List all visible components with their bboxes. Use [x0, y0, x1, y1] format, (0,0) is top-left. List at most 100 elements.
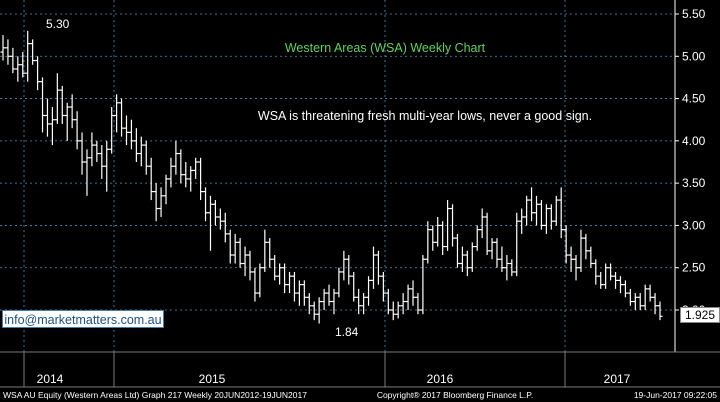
- ohlc-bar: [178, 149, 184, 184]
- ohlc-bar: [509, 259, 515, 277]
- ohlc-bar: [148, 157, 154, 201]
- ohlc-bar: [79, 132, 85, 175]
- ohlc-bar: [425, 221, 431, 264]
- price-bars: [0, 30, 663, 324]
- low-label: 1.84: [335, 325, 359, 339]
- ohlc-bar: [84, 149, 90, 196]
- ohlc-bar: [69, 94, 75, 129]
- footer-left: WSA AU Equity (Western Areas Ltd) Graph …: [3, 390, 307, 400]
- ohlc-bar: [494, 238, 500, 268]
- ohlc-bar: [573, 255, 579, 281]
- y-tick-label: 4.00: [682, 134, 706, 148]
- ohlc-bar: [222, 212, 228, 243]
- ohlc-bar: [578, 229, 584, 272]
- ohlc-bar: [316, 297, 322, 324]
- ohlc-bar: [366, 276, 372, 306]
- ohlc-bar: [548, 204, 554, 230]
- ohlc-bar: [99, 145, 105, 179]
- ohlc-bar: [59, 85, 65, 124]
- ohlc-bar: [420, 255, 426, 315]
- ohlc-bar: [543, 204, 549, 234]
- ohlc-bar: [469, 242, 475, 272]
- ohlc-bar: [321, 288, 327, 310]
- ohlc-bar: [504, 255, 510, 281]
- ohlc-bar: [168, 157, 174, 188]
- ohlc-bar: [608, 263, 614, 281]
- ohlc-bar: [89, 132, 95, 167]
- ohlc-bar: [326, 284, 332, 306]
- ohlc-bar: [489, 238, 495, 260]
- ohlc-bar: [64, 102, 70, 141]
- ohlc-bar: [188, 166, 194, 192]
- chart-comment: WSA is threatening fresh multi-year lows…: [258, 109, 592, 123]
- y-tick-label: 5.00: [682, 49, 706, 63]
- ohlc-bar: [143, 140, 149, 175]
- ohlc-bar: [538, 200, 544, 230]
- ohlc-bar: [25, 30, 31, 82]
- ohlc-bar: [282, 263, 288, 294]
- ohlc-bar: [534, 195, 540, 226]
- ohlc-bar: [583, 233, 589, 260]
- ohlc-bar: [291, 271, 297, 302]
- ohlc-bar: [657, 301, 663, 321]
- x-axis: 2014 2015 2016 2017: [0, 351, 720, 388]
- ohlc-bar: [529, 187, 535, 222]
- ohlc-bar: [459, 246, 465, 272]
- ohlc-bar: [405, 284, 411, 310]
- ohlc-bar: [183, 162, 189, 188]
- y-tick-label: 3.00: [682, 218, 706, 232]
- ohlc-bar: [370, 246, 376, 289]
- ohlc-bar: [553, 195, 559, 226]
- ohlc-bar: [242, 246, 248, 277]
- x-tick-label: 2014: [37, 372, 64, 386]
- ohlc-bar: [524, 195, 530, 226]
- ohlc-bar: [44, 98, 50, 137]
- ohlc-bar: [361, 293, 367, 315]
- x-tick-label: 2017: [604, 372, 631, 386]
- ohlc-bar: [247, 250, 253, 281]
- ohlc-bar: [296, 280, 302, 306]
- ohlc-bar: [74, 111, 80, 150]
- ohlc-bar: [163, 174, 169, 205]
- ohlc-bar: [410, 280, 416, 306]
- ohlc-bar: [173, 140, 179, 175]
- ohlc-bar: [267, 238, 273, 268]
- ohlc-bar: [114, 94, 120, 133]
- chart-title: Western Areas (WSA) Weekly Chart: [285, 41, 486, 55]
- ohlc-bar: [390, 301, 396, 321]
- ohlc-bar: [104, 140, 110, 192]
- ohlc-bar: [138, 136, 144, 167]
- ohlc-bar: [484, 212, 490, 256]
- y-tick-label: 2.50: [682, 261, 706, 275]
- email-link[interactable]: info@marketmatters.com.au: [2, 310, 164, 328]
- ohlc-bar: [203, 187, 209, 222]
- grid: [0, 0, 675, 352]
- ohlc-bar: [301, 280, 307, 306]
- ohlc-bar: [346, 255, 352, 285]
- ohlc-bar: [158, 187, 164, 217]
- ohlc-bar: [622, 280, 628, 298]
- ohlc-bar: [613, 271, 619, 289]
- ohlc-bar: [207, 195, 213, 251]
- y-tick-label: 5.50: [682, 7, 706, 21]
- ohlc-bar: [454, 233, 460, 268]
- ohlc-bar: [479, 208, 485, 239]
- ohlc-bar: [123, 115, 129, 146]
- ohlc-bar: [35, 56, 41, 91]
- ohlc-bar: [306, 293, 312, 315]
- ohlc-bar: [252, 267, 258, 302]
- ohlc-bar: [400, 293, 406, 315]
- ohlc-bar: [331, 288, 337, 315]
- ohlc-bar: [0, 35, 6, 61]
- ohlc-bar: [94, 140, 100, 162]
- ohlc-bar: [637, 293, 643, 310]
- ohlc-bar: [336, 267, 342, 298]
- ohlc-bar: [430, 225, 436, 251]
- ohlc-bar: [380, 271, 386, 302]
- ohlc-bar: [440, 221, 446, 256]
- ohlc-bar: [5, 39, 11, 65]
- y-tick-label: 3.50: [682, 176, 706, 190]
- x-tick-label: 2016: [427, 372, 454, 386]
